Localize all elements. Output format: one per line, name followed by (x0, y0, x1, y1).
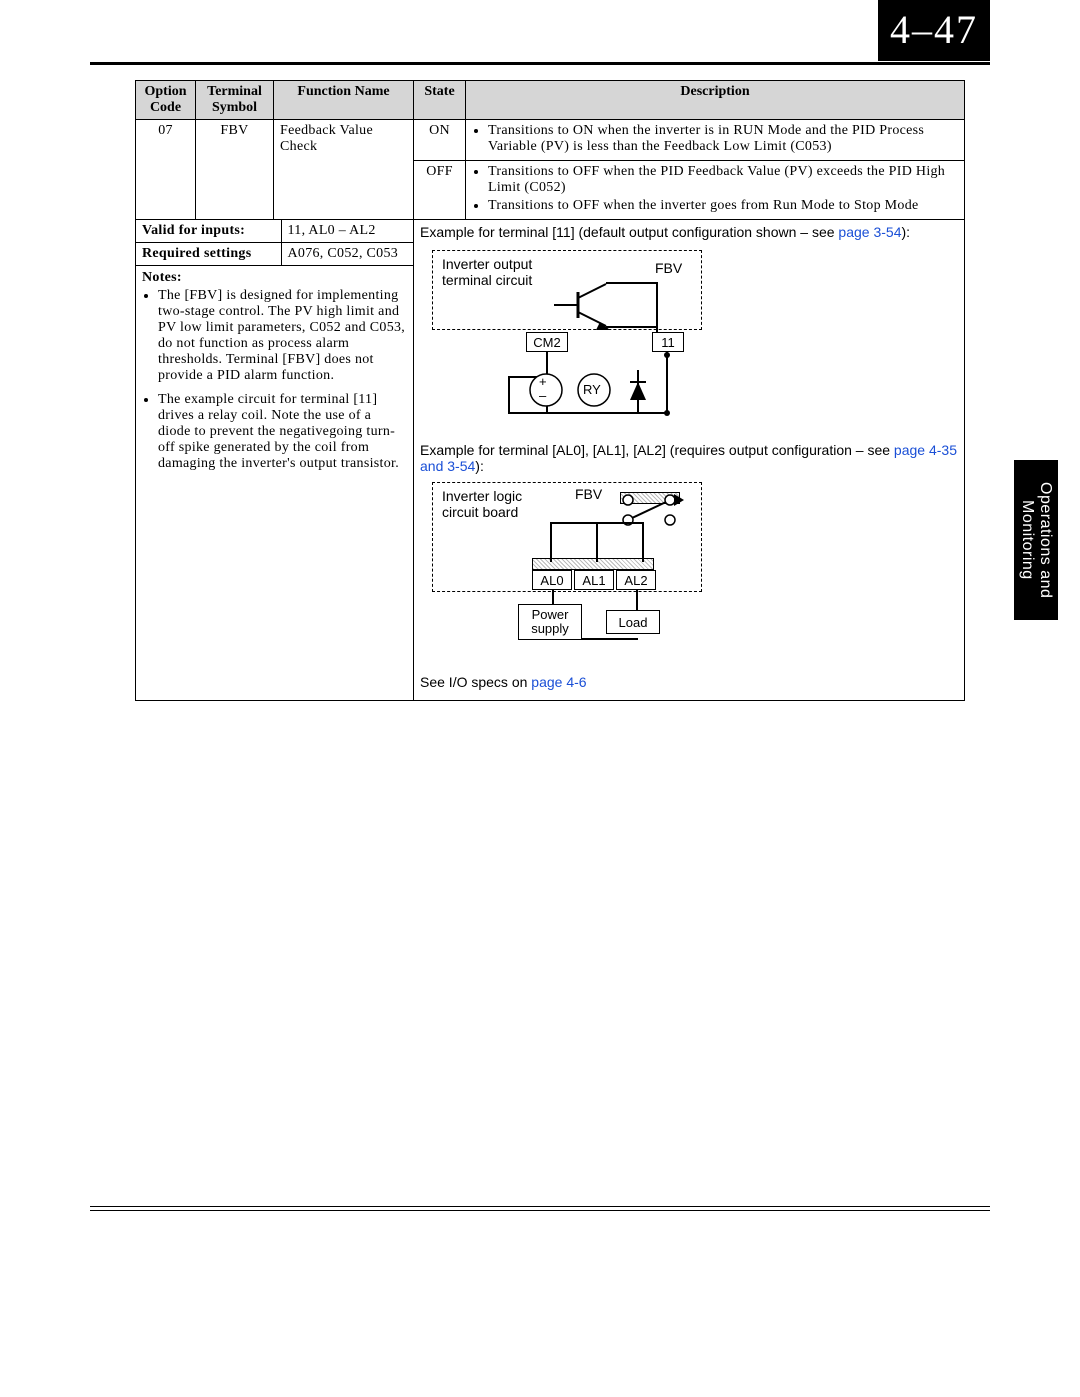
io-specs-line: See I/O specs on page 4-6 (420, 674, 958, 690)
d1-cm2: CM2 (526, 332, 568, 352)
table-row: 07 FBV Feedback Value Check ON Transitio… (136, 120, 965, 161)
cell-state-off: OFF (414, 161, 466, 220)
io-specs-text: See I/O specs on (420, 674, 531, 690)
d1-t11: 11 (652, 332, 684, 352)
ex1-link[interactable]: page 3-54 (838, 224, 901, 240)
required-settings-label: Required settings (142, 246, 251, 261)
th-state: State (414, 81, 466, 120)
cell-function-name: Feedback Value Check (274, 120, 414, 220)
d1-lbl-fbv: FBV (655, 260, 682, 276)
diagram-2: Inverter logic circuit board FBV (420, 478, 958, 668)
notes-b1: The [FBV] is designed for implementing t… (158, 288, 407, 384)
desc-off-b2: Transitions to OFF when the inverter goe… (488, 198, 958, 214)
diode-icon (628, 370, 648, 412)
d2-load: Load (606, 610, 660, 634)
desc-on-b1: Transitions to ON when the inverter is i… (488, 123, 958, 155)
notes-label: Notes: (142, 270, 182, 285)
d1-minus: – (539, 388, 546, 403)
d2-ps-text: Powersupply (531, 608, 569, 637)
cell-state-on: ON (414, 120, 466, 161)
page: 4–47 Operations andMonitoring Option Cod… (0, 0, 1080, 1397)
d1-lbl-term: terminal circuit (442, 272, 532, 288)
th-description: Description (466, 81, 965, 120)
ex1-text-a: Example for terminal [11] (default outpu… (420, 224, 838, 240)
d2-al0: AL0 (532, 570, 572, 590)
diagram-1: Inverter output terminal circuit FBV (420, 244, 958, 434)
table-header-row: Option Code Terminal Symbol Function Nam… (136, 81, 965, 120)
transistor-icon (570, 280, 630, 330)
top-rule (90, 62, 990, 65)
d2-lbl-fbv: FBV (575, 486, 602, 502)
d2-al2: AL2 (616, 570, 656, 590)
ex1-text-b: ): (901, 224, 910, 240)
desc-off-b1: Transitions to OFF when the PID Feedback… (488, 164, 958, 196)
cell-terminal-sym: FBV (196, 120, 274, 220)
notes-b2: The example circuit for terminal [11] dr… (158, 392, 407, 472)
cell-desc-off: Transitions to OFF when the PID Feedback… (466, 161, 965, 220)
content-area: Option Code Terminal Symbol Function Nam… (135, 80, 965, 701)
page-number: 4–47 (878, 0, 990, 61)
d1-ry: RY (583, 382, 601, 397)
d2-lbl-board: circuit board (442, 504, 518, 520)
bottom-rule-1 (90, 1206, 990, 1207)
d2-power-supply: Powersupply (518, 604, 582, 640)
th-option-code: Option Code (136, 81, 196, 120)
d2-al1: AL1 (574, 570, 614, 590)
example2-intro: Example for terminal [AL0], [AL1], [AL2]… (420, 442, 958, 474)
spec-table: Option Code Terminal Symbol Function Nam… (135, 80, 965, 701)
d2-lbl-logic: Inverter logic (442, 488, 522, 504)
table-lower-row: Valid for inputs: 11, AL0 – AL2 Required… (136, 220, 965, 701)
cell-option-code: 07 (136, 120, 196, 220)
th-terminal-symbol: Terminal Symbol (196, 81, 274, 120)
ex2-text-a: Example for terminal [AL0], [AL1], [AL2]… (420, 442, 894, 458)
valid-inputs-value: 11, AL0 – AL2 (281, 220, 413, 243)
d1-plus: + (539, 374, 547, 389)
side-tab: Operations andMonitoring (1014, 460, 1058, 620)
th-function-name: Function Name (274, 81, 414, 120)
example1-intro: Example for terminal [11] (default outpu… (420, 224, 958, 240)
d1-lbl-inv-out: Inverter output (442, 256, 532, 272)
required-settings-value: A076, C052, C053 (281, 243, 413, 266)
bottom-rule-2 (90, 1210, 990, 1211)
cell-desc-on: Transitions to ON when the inverter is i… (466, 120, 965, 161)
io-specs-link[interactable]: page 4-6 (531, 674, 586, 690)
valid-inputs-label: Valid for inputs: (142, 223, 245, 238)
ex2-text-b: ): (475, 458, 484, 474)
